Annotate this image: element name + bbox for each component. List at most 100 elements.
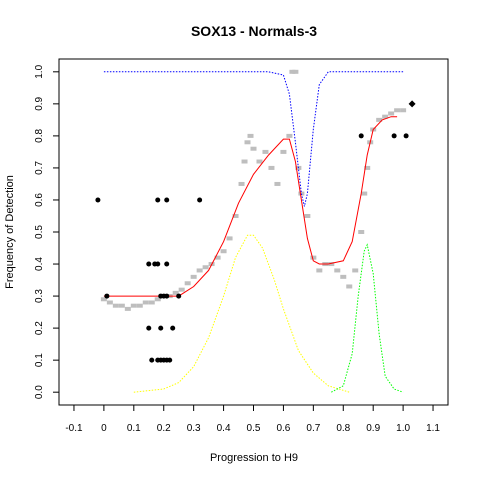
x-tick-label: 0.7 (306, 423, 320, 434)
smoothed-point (190, 274, 197, 279)
data-point (155, 261, 161, 267)
smoothed-point (214, 255, 221, 260)
smoothed-point (316, 268, 323, 273)
smoothed-point (328, 262, 335, 267)
smoothed-point (136, 303, 143, 308)
y-axis-label: Frequency of Detection (4, 175, 16, 289)
y-tick-label: 0.9 (34, 96, 45, 110)
data-point (170, 325, 176, 331)
smoothed-point (262, 149, 269, 154)
smoothed-point (256, 159, 263, 164)
x-tick-label: 0.8 (336, 423, 350, 434)
x-axis-label: Progression to H9 (210, 452, 298, 464)
smoothed-point (130, 303, 137, 308)
y-tick-label: 0.4 (34, 257, 45, 271)
smoothed-point (154, 297, 161, 302)
y-tick-label: 0.6 (34, 193, 45, 207)
data-point (197, 197, 203, 203)
smoothed-point (238, 181, 245, 186)
chart-title: SOX13 - Normals-3 (191, 23, 317, 39)
smoothed-point (220, 249, 227, 254)
smoothed-point (112, 303, 119, 308)
smoothed-point (172, 290, 179, 295)
fit-curve-series (103, 116, 398, 297)
smoothed-point (364, 165, 371, 170)
smoothed-point (100, 297, 107, 302)
y-tick-label: 1.0 (34, 64, 45, 78)
data-point (95, 197, 101, 203)
smoothed-point (286, 133, 293, 138)
smoothed-point (241, 159, 248, 164)
x-tick-label: 0.2 (157, 423, 171, 434)
y-tick-label: 0.1 (34, 353, 45, 367)
x-tick-label: 0.5 (247, 423, 261, 434)
data-point (158, 325, 164, 331)
smoothed-point (202, 265, 209, 270)
smoothed-point (382, 114, 389, 119)
x-tick-label: 0 (101, 423, 107, 434)
plot-frame (58, 58, 449, 406)
data-point (408, 100, 416, 108)
x-tick-label: 0.9 (366, 423, 380, 434)
smoothed-point (334, 268, 341, 273)
blue-dotted-series (103, 71, 404, 207)
smoothed-point (247, 133, 254, 138)
smoothed-point (394, 108, 401, 113)
data-point (164, 261, 170, 267)
smoothed-point (250, 146, 257, 151)
smoothed-point (361, 191, 368, 196)
smoothed-point (196, 268, 203, 273)
smoothed-point (106, 300, 113, 305)
smoothed-point (142, 300, 149, 305)
data-point (146, 325, 152, 331)
curves-layer (100, 69, 407, 393)
smoothed-point (274, 181, 281, 186)
smoothed-point (358, 230, 365, 234)
smoothed-point (292, 69, 299, 74)
smoothed-point (244, 140, 251, 145)
smoothed-point (352, 268, 359, 273)
data-point (104, 293, 110, 299)
smoothed-point (280, 149, 287, 154)
smoothed-point (400, 108, 407, 113)
smoothed-point (118, 303, 125, 308)
data-point (403, 133, 409, 139)
smoothed-point (388, 111, 395, 116)
axes-layer: -0.1 0 0.1 0.2 0.3 0.4 0.5 0.6 0.7 0.8 0.9 1.0 1.1 0.… (34, 64, 440, 434)
data-point (176, 293, 182, 299)
points-layer (95, 100, 416, 363)
smoothed-point (268, 165, 275, 170)
x-tick-label: 0.3 (187, 423, 201, 434)
smoothed-point (178, 287, 185, 292)
data-point (391, 133, 397, 139)
smoothed-point (148, 300, 155, 305)
x-tick-label: 1.0 (396, 423, 410, 434)
smoothed-point (376, 117, 383, 122)
y-tick-label: 0.7 (34, 161, 45, 175)
y-tick-label: 0.2 (34, 321, 45, 335)
smoothed-point (340, 274, 347, 279)
y-tick-label: 0.5 (34, 225, 45, 239)
smoothed-point (124, 306, 131, 311)
x-tick-label: 0.6 (276, 423, 290, 434)
smoothed-point (232, 213, 239, 218)
smoothed-point (184, 281, 191, 286)
data-point (164, 197, 170, 203)
y-tick-label: 0.8 (34, 129, 45, 143)
data-point (155, 197, 161, 203)
x-tick-label: 0.1 (127, 423, 141, 434)
smoothed-point (346, 284, 353, 289)
y-tick-label: 0.0 (34, 385, 45, 399)
smoothed-point (226, 236, 233, 241)
yellow-dotted-series (133, 234, 350, 393)
data-point (149, 357, 155, 363)
data-point (164, 293, 170, 299)
smoothed-point (304, 213, 311, 218)
data-point (167, 357, 173, 363)
data-point (146, 261, 152, 267)
x-tick-label: -0.1 (65, 423, 83, 434)
x-tick-label: 0.4 (217, 423, 231, 434)
data-point (358, 133, 364, 139)
green-dotted-series (331, 243, 404, 393)
